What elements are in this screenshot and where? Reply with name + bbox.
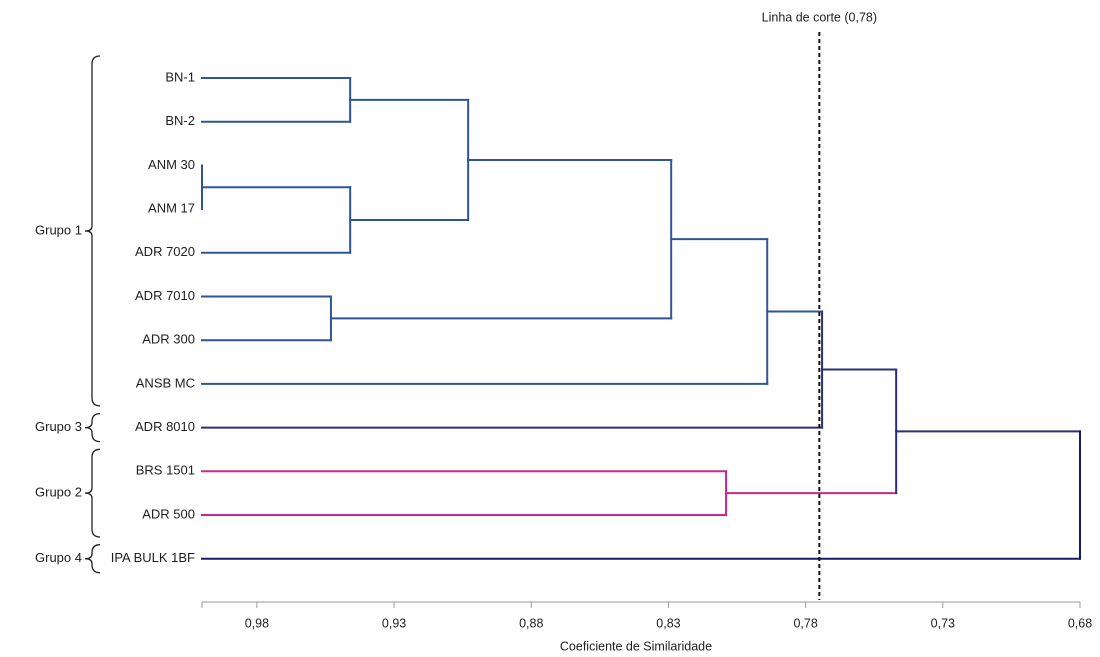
leaf-label: BN-1 (165, 69, 195, 84)
x-tick-label: 0,98 (245, 616, 269, 630)
x-tick-label: 0,93 (382, 616, 406, 630)
leaf-label: ANM 30 (148, 157, 195, 172)
leaf-label: ADR 500 (142, 506, 195, 521)
group-brace (84, 55, 101, 407)
x-axis-title: Coeficiente de Similaridade (560, 639, 712, 653)
leaf-label: IPA BULK 1BF (111, 550, 195, 565)
leaf-label: ADR 8010 (135, 419, 195, 434)
group-label: Grupo 2 (35, 485, 82, 500)
leaf-label: BRS 1501 (136, 463, 195, 478)
x-tick-label: 0,83 (656, 616, 680, 630)
x-tick-label: 0,73 (931, 616, 955, 630)
cut-line-label: Linha de corte (0,78) (762, 10, 877, 24)
leaf-label: ANM 17 (148, 201, 195, 216)
x-tick-label: 0,78 (793, 616, 817, 630)
group-label: Grupo 1 (35, 222, 82, 237)
leaf-label: BN-2 (165, 113, 195, 128)
group-brace (84, 412, 101, 443)
leaf-label: ADR 300 (142, 332, 195, 347)
group-brace (84, 448, 101, 538)
leaf-label: ANSB MC (136, 375, 195, 390)
x-tick-label: 0,68 (1068, 616, 1092, 630)
x-tick-label: 0,88 (519, 616, 543, 630)
group-label: Grupo 3 (35, 419, 82, 434)
group-label: Grupo 4 (35, 550, 82, 565)
group-brace (84, 544, 101, 574)
leaf-label: ADR 7010 (135, 288, 195, 303)
leaf-label: ADR 7020 (135, 244, 195, 259)
